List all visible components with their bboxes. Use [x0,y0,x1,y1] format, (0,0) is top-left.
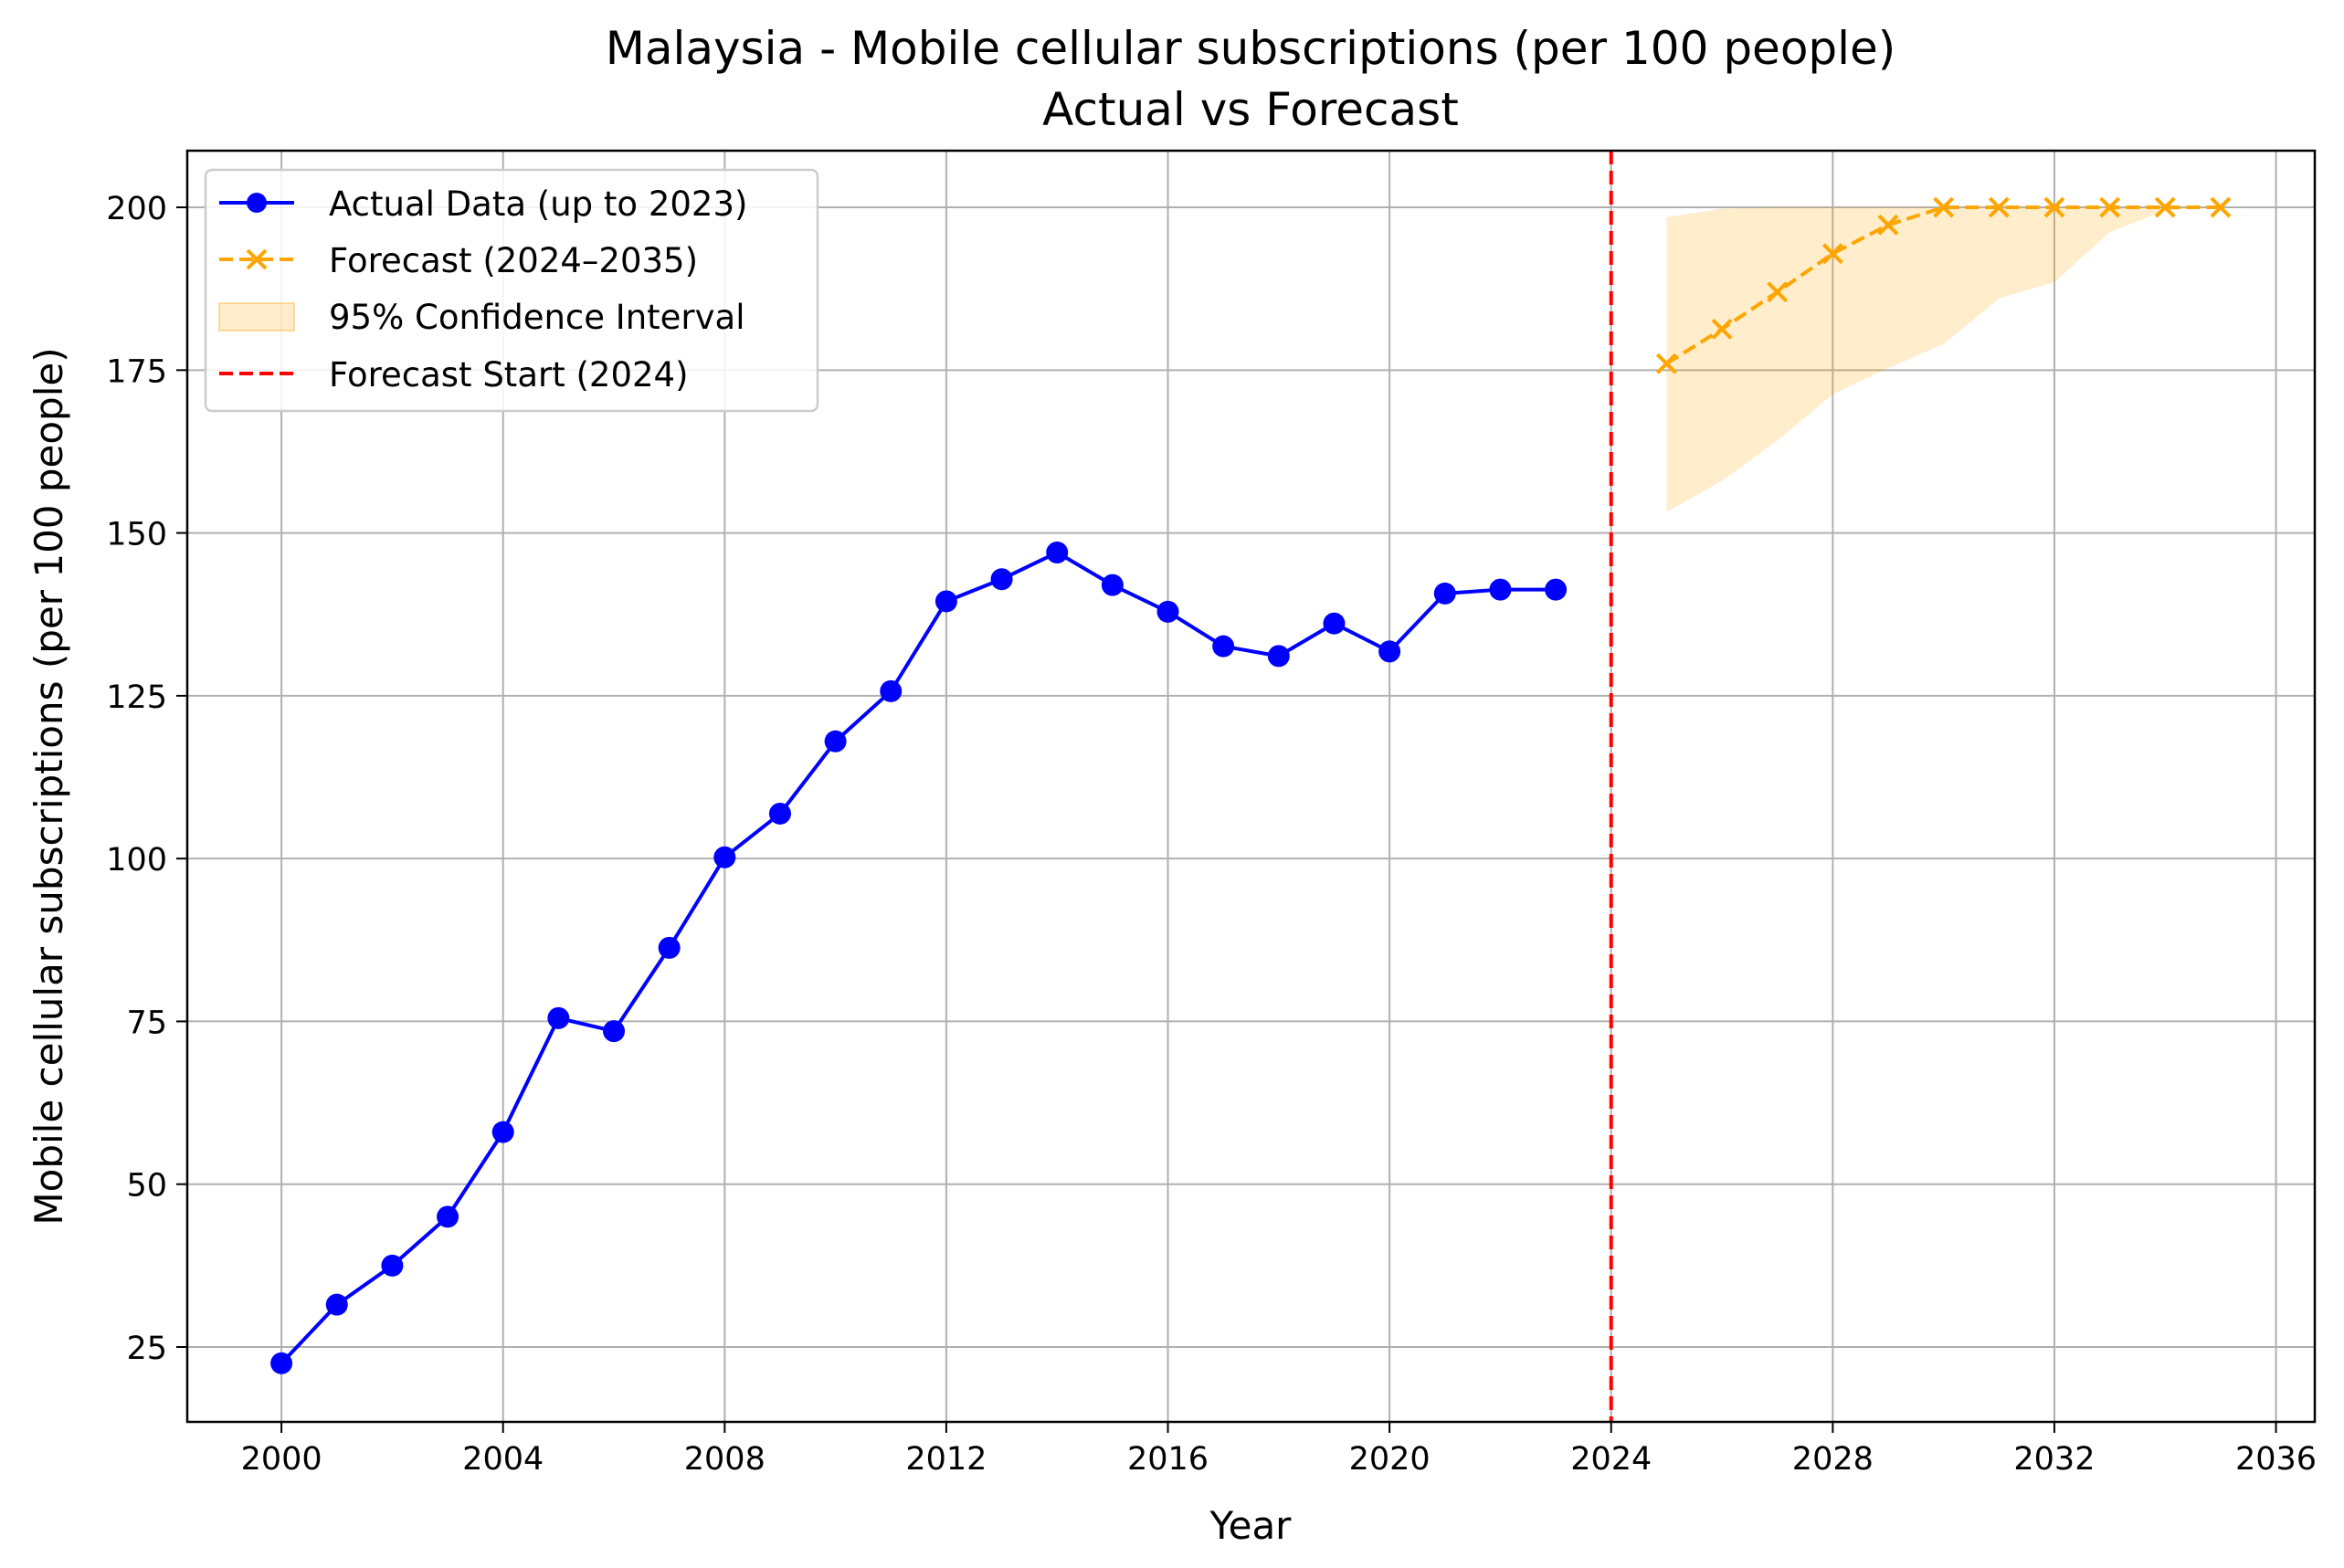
actual-point [1433,582,1456,605]
actual-point [713,846,736,868]
y-tick-label: 50 [126,1168,167,1205]
forecast-point [2043,196,2065,218]
legend-label-actual: Actual Data (up to 2023) [329,184,747,224]
forecast-point [1821,243,1843,265]
x-tick-label: 2004 [462,1441,544,1478]
confidence-band-area [1666,207,2221,512]
actual-point [768,802,791,825]
legend-item-forecast: Forecast (2024–2035) [219,241,698,280]
actual-point [437,1205,459,1228]
actual-point [1156,600,1179,623]
y-tick-label: 150 [106,517,167,553]
actual-point [1545,578,1568,601]
actual-point [547,1006,570,1029]
legend-label-confidence: 95% Confidence Interval [329,298,745,337]
legend-item-actual: Actual Data (up to 2023) [219,184,747,224]
forecast-point [1711,318,1733,340]
y-tick-label: 75 [126,1005,167,1041]
actual-point [824,730,847,752]
actual-point [658,936,681,959]
x-tick-label: 2028 [1792,1441,1874,1478]
legend-forecast-marker [246,248,268,270]
y-axis-label: Mobile cellular subscriptions (per 100 p… [26,347,71,1225]
chart-title: Malaysia - Mobile cellular subscriptions… [606,22,1896,75]
x-axis-label: Year [1209,1503,1293,1548]
x-tick-label: 2024 [1570,1441,1652,1478]
forecast-point [1933,196,1955,218]
actual-point [1378,640,1401,663]
x-axis: 2000 2004 2008 2012 2016 2020 2024 2028 2032 2036 [241,1422,2317,1478]
chart-subtitle: Actual vs Forecast [1042,83,1459,136]
y-tick-label: 175 [106,353,167,390]
actual-point [1267,645,1290,668]
x-tick-label: 2000 [241,1441,322,1478]
legend-item-forecast-start: Forecast Start (2024) [219,355,689,395]
legend-label-forecast: Forecast (2024–2035) [329,241,698,280]
actual-point [491,1121,514,1143]
actual-point [1101,574,1124,596]
y-tick-label: 125 [106,679,167,716]
x-tick-label: 2016 [1127,1441,1209,1478]
actual-point [1489,578,1512,601]
actual-point [1212,635,1235,658]
actual-point [270,1352,293,1374]
actual-point [603,1020,626,1043]
y-axis: 25 50 75 100 125 150 175 200 [106,191,187,1367]
legend-item-confidence: 95% Confidence Interval [218,298,745,337]
forecast-series [1655,196,2232,374]
forecast-point [1655,353,1677,374]
actual-point [990,568,1013,591]
x-tick-label: 2020 [1349,1441,1431,1478]
x-tick-label: 2008 [684,1441,765,1478]
actual-series [270,541,1568,1374]
actual-point [934,590,957,613]
forecast-point [1988,196,2010,218]
legend-actual-marker [247,193,267,213]
legend-box [204,168,819,413]
actual-point [880,679,903,702]
x-tick-label: 2012 [905,1441,987,1478]
actual-point [325,1293,348,1316]
forecast-point [2154,196,2176,218]
forecast-point [2099,196,2121,218]
legend-label-forecast-start: Forecast Start (2024) [329,355,689,395]
y-tick-label: 100 [106,842,167,879]
forecast-point [1767,281,1789,303]
legend-confidence-swatch [218,302,295,331]
forecast-point [1877,214,1899,236]
confidence-band [1666,207,2221,512]
x-tick-label: 2036 [2235,1441,2317,1478]
actual-point [1323,612,1346,635]
forecast-point [2210,196,2232,218]
x-tick-label: 2032 [2013,1441,2095,1478]
y-tick-label: 200 [106,191,167,227]
actual-point [381,1254,404,1277]
forecast-line [1665,205,2221,365]
y-tick-label: 25 [126,1331,167,1367]
legend: Actual Data (up to 2023) Forecast (2024–… [204,168,819,413]
plot-frame [185,149,2317,1424]
actual-point [1046,541,1069,563]
